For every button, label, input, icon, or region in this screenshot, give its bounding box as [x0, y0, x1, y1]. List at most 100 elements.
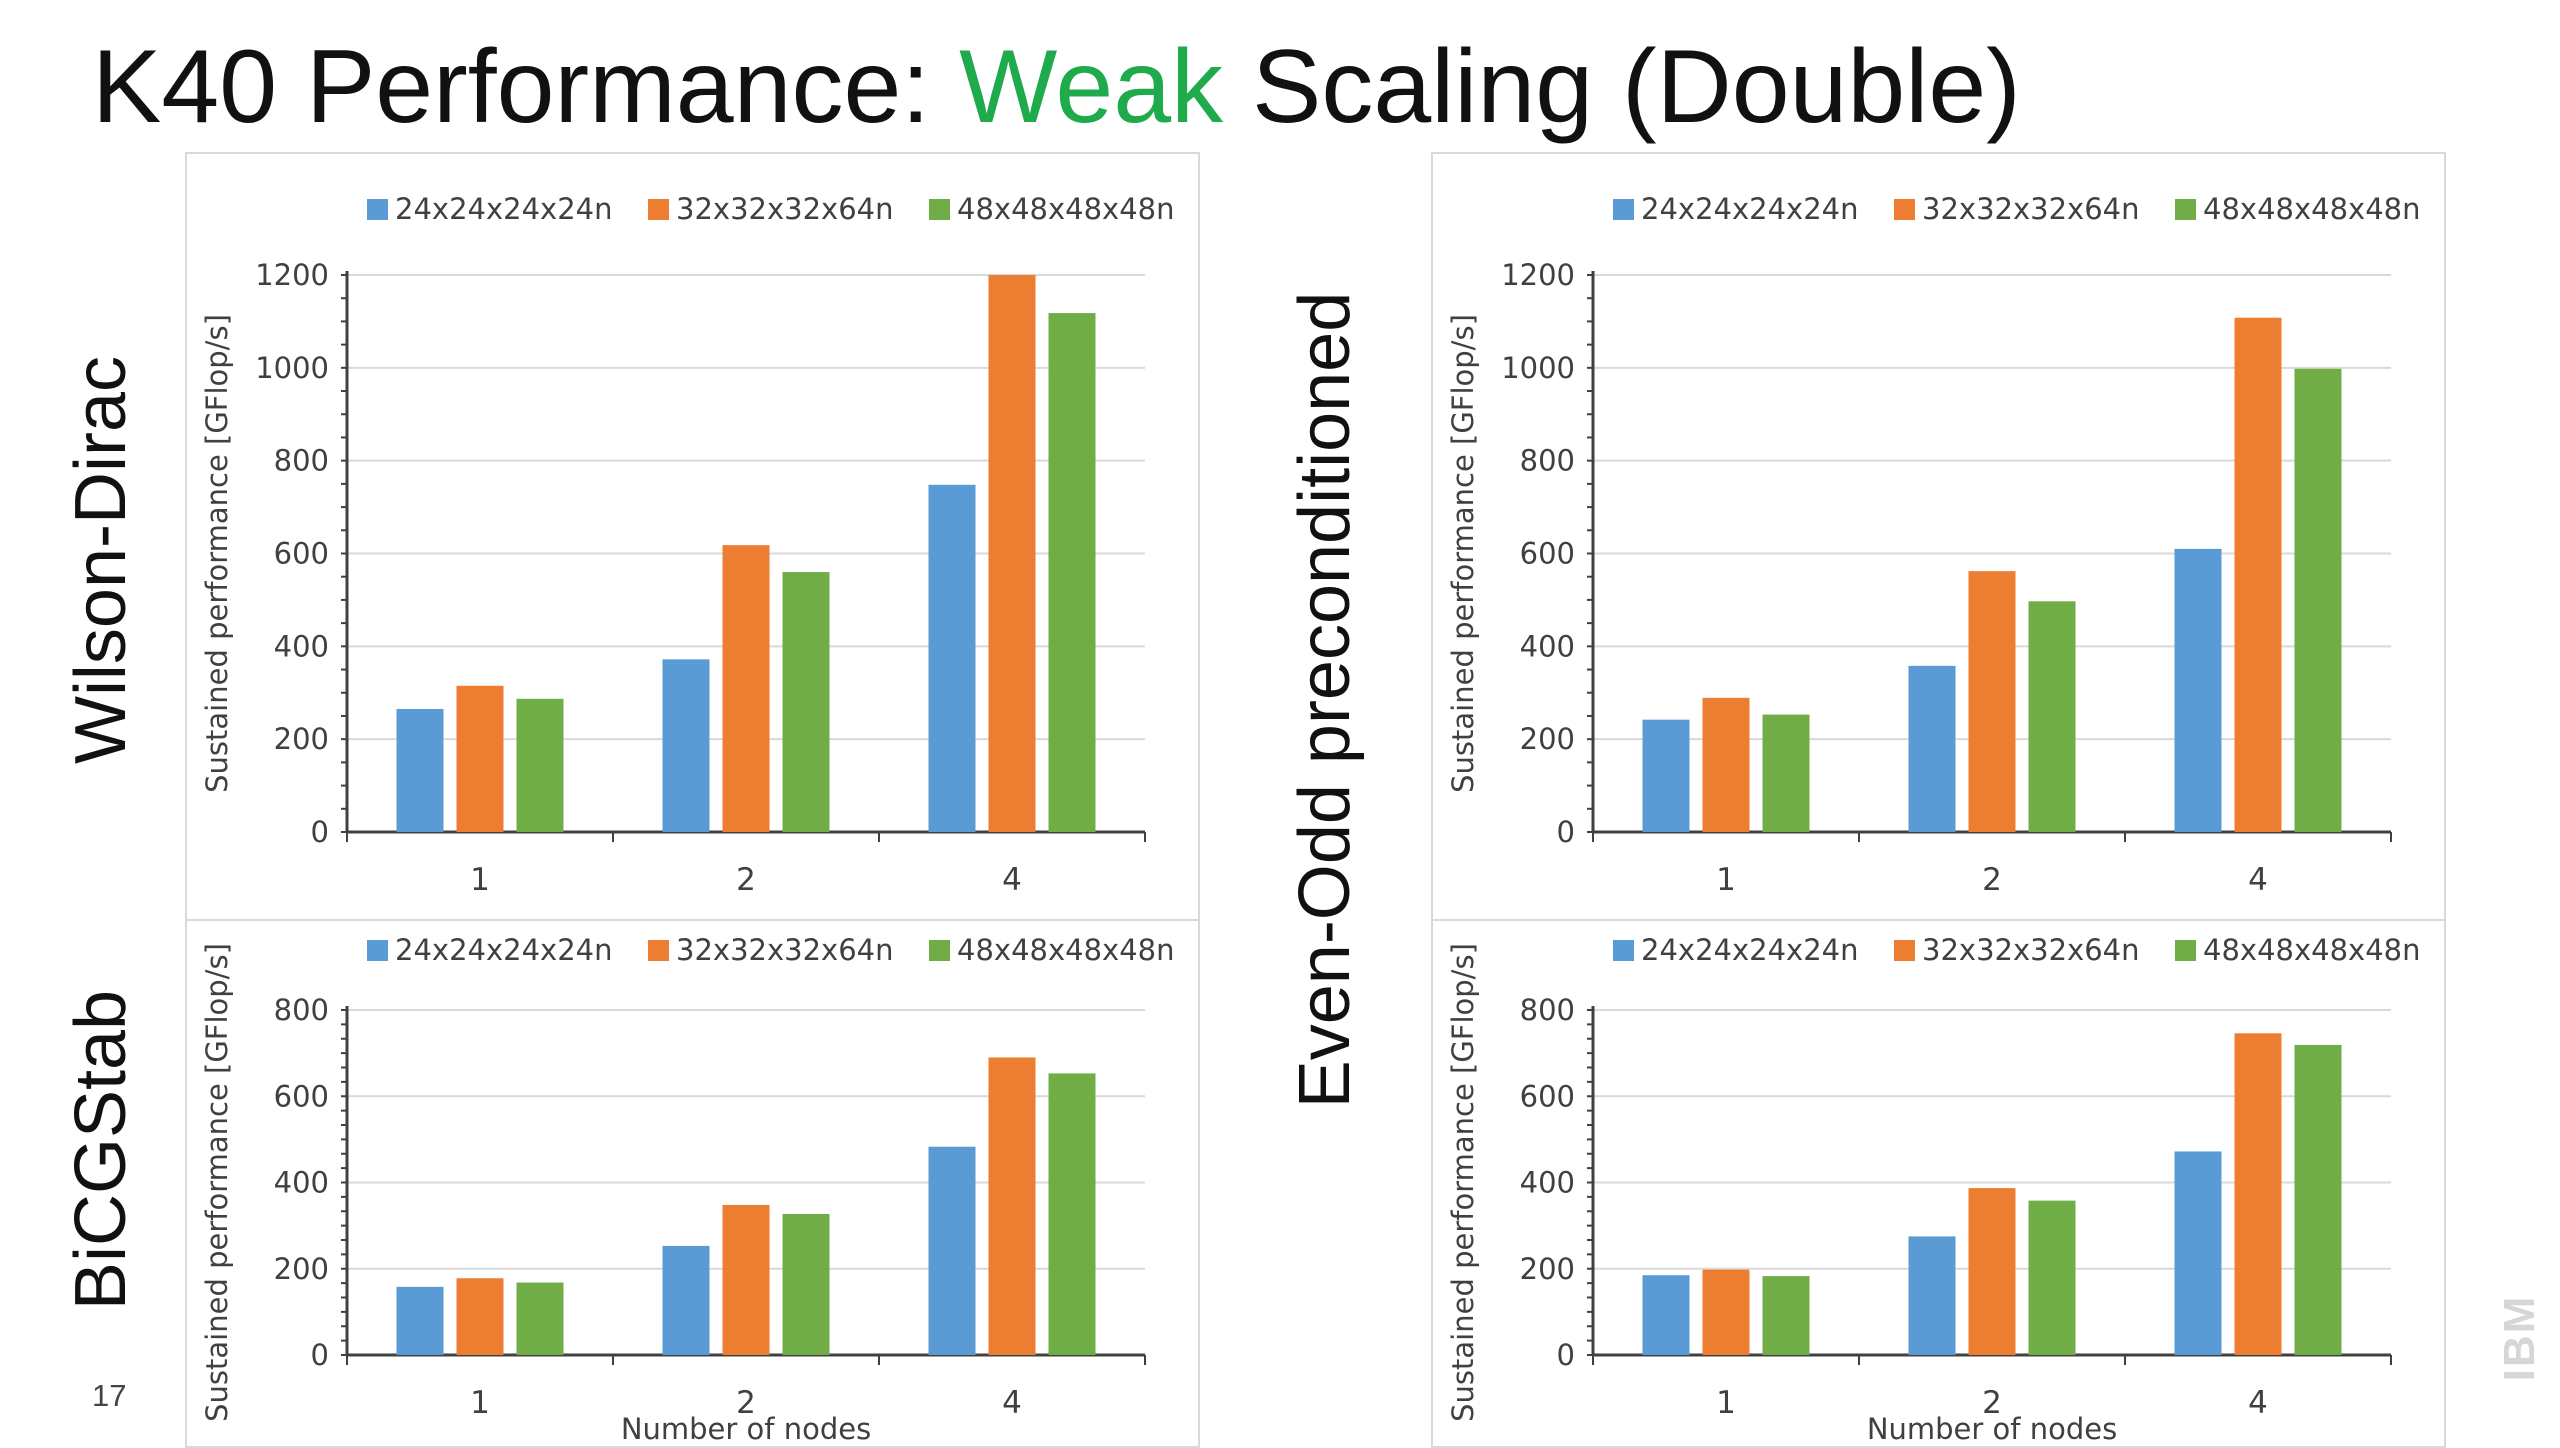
y-axis-title: Sustained performance [GFlop/s]: [1446, 943, 1480, 1422]
bar-32x32x32x64n-nodes-4: [988, 1057, 1036, 1355]
y-tick-label-200: 200: [1520, 722, 1575, 756]
legend-label-32x32x32x64n: 32x32x32x64n: [676, 933, 893, 967]
y-tick-label-200: 200: [274, 722, 329, 756]
x-tick-label-2: 2: [736, 1385, 756, 1421]
bar-24x24x24x24n-nodes-2: [662, 1245, 710, 1355]
y-tick-label-800: 800: [1520, 444, 1575, 478]
y-tick-label-0: 0: [311, 1338, 329, 1372]
legend-label-24x24x24x24n: 24x24x24x24n: [1641, 933, 1858, 967]
y-tick-label-1200: 1200: [1501, 258, 1575, 292]
chart-wilson-dirac: 24x24x24x24n 32x32x32x64n 48x48x48x48n 0 200…: [185, 152, 1200, 921]
bar-32x32x32x64n-nodes-1: [456, 685, 504, 832]
y-tick-label-400: 400: [274, 1166, 329, 1200]
y-axis-title: Sustained performance [GFlop/s]: [200, 314, 234, 793]
page-number: 17: [92, 1378, 127, 1413]
legend-swatch-24x24x24x24n: [1613, 199, 1634, 220]
title-suffix: Scaling (Double): [1223, 29, 2021, 145]
chart-even-odd-wilson-dirac: 24x24x24x24n 32x32x32x64n 48x48x48x48n 0 200…: [1431, 152, 2446, 921]
y-tick-label-1000: 1000: [1501, 351, 1575, 385]
bar-32x32x32x64n-nodes-2: [722, 1204, 770, 1355]
bar-48x48x48x48n-nodes-2: [782, 1213, 830, 1355]
chart-even-odd-bicgstab: 24x24x24x24n 32x32x32x64n 48x48x48x48n 0 200…: [1431, 919, 2446, 1448]
y-tick-label-200: 200: [274, 1252, 329, 1286]
bar-32x32x32x64n-nodes-2: [1968, 1188, 2016, 1355]
y-tick-label-1200: 1200: [255, 258, 329, 292]
legend-swatch-48x48x48x48n: [929, 199, 950, 220]
title-prefix: K40 Performance:: [92, 29, 960, 145]
legend-label-32x32x32x64n: 32x32x32x64n: [1922, 192, 2139, 226]
bar-48x48x48x48n-nodes-2: [782, 572, 830, 832]
bar-24x24x24x24n-nodes-2: [1908, 1236, 1956, 1355]
bar-32x32x32x64n-nodes-1: [456, 1278, 504, 1355]
x-tick-label-4: 4: [2248, 1385, 2268, 1421]
bar-48x48x48x48n-nodes-4: [1048, 1073, 1096, 1355]
x-tick-label-2: 2: [1982, 862, 2002, 898]
x-tick-label-1: 1: [1716, 1385, 1736, 1421]
bar-48x48x48x48n-nodes-1: [1762, 1276, 1810, 1355]
x-axis-title: Number of nodes: [621, 1412, 871, 1442]
ibm-logo: IBM: [2495, 1294, 2544, 1382]
legend-swatch-32x32x32x64n: [1894, 199, 1915, 220]
y-tick-label-0: 0: [1557, 815, 1575, 849]
legend-label-24x24x24x24n: 24x24x24x24n: [1641, 192, 1858, 226]
legend-swatch-48x48x48x48n: [2175, 199, 2196, 220]
bar-48x48x48x48n-nodes-2: [2028, 601, 2076, 832]
bar-32x32x32x64n-nodes-2: [1968, 571, 2016, 832]
row-label-even-odd: Even-Odd preconditioned: [1285, 291, 1365, 1109]
y-tick-label-600: 600: [274, 537, 329, 571]
y-tick-label-800: 800: [274, 444, 329, 478]
legend-swatch-24x24x24x24n: [367, 940, 388, 961]
bar-24x24x24x24n-nodes-2: [662, 659, 710, 832]
row-label-bicgstab: BiCGStab: [61, 989, 141, 1311]
legend-label-32x32x32x64n: 32x32x32x64n: [676, 192, 893, 226]
bar-32x32x32x64n-nodes-2: [722, 545, 770, 832]
x-tick-label-1: 1: [1716, 862, 1736, 898]
legend-swatch-24x24x24x24n: [367, 199, 388, 220]
x-tick-label-4: 4: [1002, 862, 1022, 898]
legend-label-48x48x48x48n: 48x48x48x48n: [2203, 192, 2420, 226]
legend-label-24x24x24x24n: 24x24x24x24n: [395, 933, 612, 967]
legend-swatch-48x48x48x48n: [2175, 940, 2196, 961]
slide-title: K40 Performance: Weak Scaling (Double): [92, 22, 2021, 152]
bar-24x24x24x24n-nodes-1: [396, 708, 444, 832]
bar-48x48x48x48n-nodes-1: [516, 1282, 564, 1355]
x-axis-title: Number of nodes: [1867, 1412, 2117, 1442]
bar-48x48x48x48n-nodes-2: [2028, 1200, 2076, 1355]
legend-swatch-32x32x32x64n: [648, 940, 669, 961]
bar-32x32x32x64n-nodes-1: [1702, 1269, 1750, 1355]
legend-swatch-24x24x24x24n: [1613, 940, 1634, 961]
y-tick-label-600: 600: [1520, 1079, 1575, 1113]
bar-32x32x32x64n-nodes-4: [988, 275, 1036, 832]
y-tick-label-200: 200: [1520, 1252, 1575, 1286]
bar-48x48x48x48n-nodes-1: [516, 698, 564, 832]
x-tick-label-4: 4: [1002, 1385, 1022, 1421]
x-tick-label-1: 1: [470, 862, 490, 898]
x-tick-label-2: 2: [1982, 1385, 2002, 1421]
bar-24x24x24x24n-nodes-4: [2174, 548, 2222, 832]
legend-label-32x32x32x64n: 32x32x32x64n: [1922, 933, 2139, 967]
y-tick-label-0: 0: [311, 815, 329, 849]
bar-24x24x24x24n-nodes-2: [1908, 665, 1956, 832]
y-tick-label-800: 800: [1520, 993, 1575, 1027]
y-tick-label-800: 800: [274, 993, 329, 1027]
y-tick-label-600: 600: [1520, 537, 1575, 571]
y-tick-label-1000: 1000: [255, 351, 329, 385]
x-tick-label-4: 4: [2248, 862, 2268, 898]
legend-swatch-48x48x48x48n: [929, 940, 950, 961]
y-tick-label-600: 600: [274, 1079, 329, 1113]
bar-24x24x24x24n-nodes-4: [928, 1146, 976, 1355]
x-tick-label-1: 1: [470, 1385, 490, 1421]
legend-label-48x48x48x48n: 48x48x48x48n: [957, 933, 1174, 967]
bar-24x24x24x24n-nodes-1: [396, 1286, 444, 1355]
y-tick-label-400: 400: [274, 629, 329, 663]
bar-32x32x32x64n-nodes-4: [2234, 1033, 2282, 1355]
legend-swatch-32x32x32x64n: [1894, 940, 1915, 961]
bar-48x48x48x48n-nodes-4: [2294, 368, 2342, 832]
bar-24x24x24x24n-nodes-4: [2174, 1151, 2222, 1355]
legend-label-24x24x24x24n: 24x24x24x24n: [395, 192, 612, 226]
bar-48x48x48x48n-nodes-4: [1048, 313, 1096, 832]
bar-24x24x24x24n-nodes-4: [928, 484, 976, 832]
bar-24x24x24x24n-nodes-1: [1642, 1275, 1690, 1355]
legend-label-48x48x48x48n: 48x48x48x48n: [957, 192, 1174, 226]
x-tick-label-2: 2: [736, 862, 756, 898]
